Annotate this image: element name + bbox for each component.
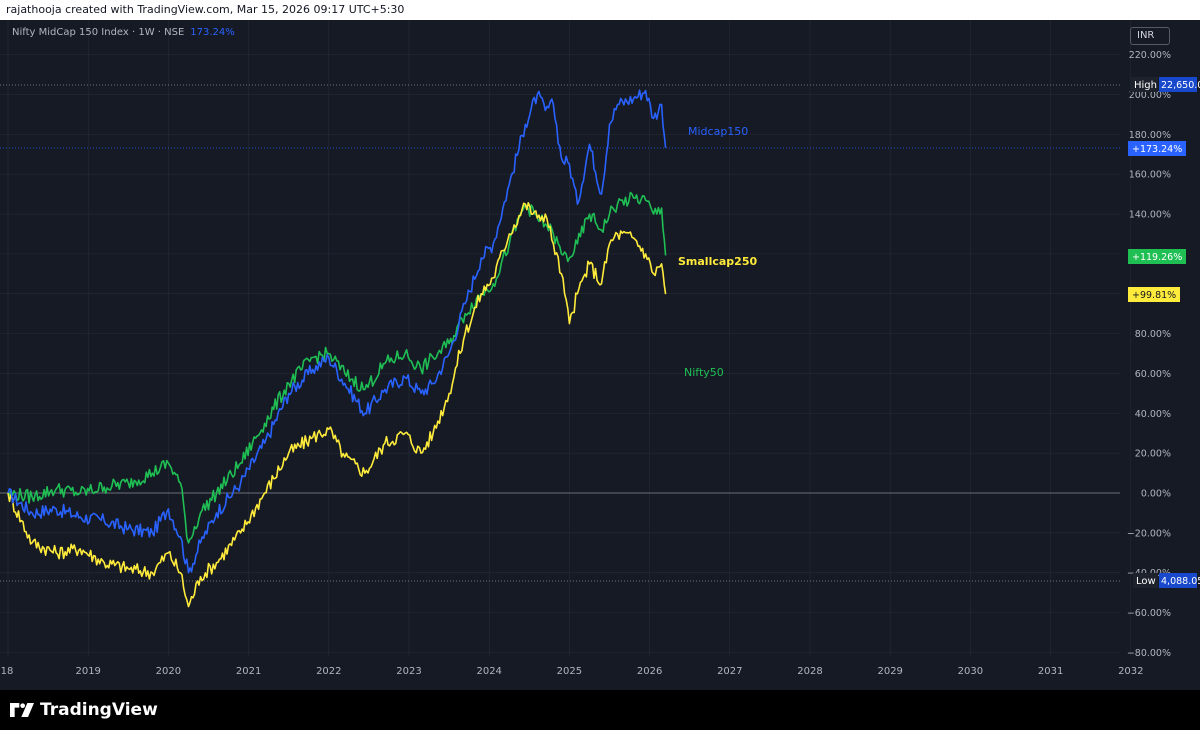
x-tick-label: 18 xyxy=(1,666,14,677)
x-axis[interactable]: 18 2019 2020 2021 2022 2023 2024 2025 2026 2027 20… xyxy=(1,666,1144,677)
x-tick-label: 2026 xyxy=(637,666,662,677)
nifty-end-tag-bg xyxy=(1128,249,1186,264)
high-tag-value: 22,650.05 xyxy=(1161,80,1200,91)
symbol-legend[interactable]: Nifty MidCap 150 Index · 1W · NSE 173.24% xyxy=(12,27,235,38)
x-tick-label: 2028 xyxy=(797,666,822,677)
y-tick-label: −80.00% xyxy=(1127,648,1171,659)
reference-lines xyxy=(0,84,1120,582)
y-tick-label: 160.00% xyxy=(1129,170,1171,181)
midcap-end-tag: +173.24% xyxy=(1132,144,1182,155)
y-tick-label: 60.00% xyxy=(1135,369,1171,380)
label-nifty50: Nifty50 xyxy=(684,366,724,379)
x-tick-label: 2032 xyxy=(1118,666,1143,677)
smallcap-end-tag: +99.81% xyxy=(1132,290,1176,301)
legend-value: 173.24% xyxy=(190,27,235,38)
series-line-nifty50 xyxy=(7,191,667,544)
brand-name: TradingView xyxy=(40,700,158,720)
smallcap-end-tag-bg xyxy=(1128,287,1180,302)
series-line-midcap150 xyxy=(7,89,667,574)
x-tick-label: 2031 xyxy=(1038,666,1063,677)
y-tick-label: 20.00% xyxy=(1135,449,1171,460)
y-tick-label: 40.00% xyxy=(1135,409,1171,420)
currency-button[interactable]: INR xyxy=(1130,27,1170,45)
x-tick-label: 2019 xyxy=(75,666,100,677)
series-line-smallcap250 xyxy=(7,202,667,608)
attribution-text: rajathooja created with TradingView.com,… xyxy=(6,3,405,16)
tradingview-logo[interactable]: TradingView xyxy=(10,698,158,722)
y-tick-label: −20.00% xyxy=(1127,528,1171,539)
y-tick-label: −60.00% xyxy=(1127,608,1171,619)
label-midcap150: Midcap150 xyxy=(688,125,748,138)
x-tick-label: 2020 xyxy=(156,666,181,677)
low-tag-value-bg xyxy=(1159,573,1197,588)
x-tick-label: 2030 xyxy=(958,666,983,677)
x-tick-label: 2022 xyxy=(316,666,341,677)
y-tick-label: 140.00% xyxy=(1129,210,1171,221)
y-tick-label: 200.00% xyxy=(1129,90,1171,101)
y-tick-label: 0.00% xyxy=(1141,489,1171,500)
low-tag-value: 4,088.05 xyxy=(1161,576,1200,587)
footer: TradingView xyxy=(0,690,1200,730)
x-tick-label: 2024 xyxy=(476,666,501,677)
x-tick-label: 2021 xyxy=(236,666,261,677)
label-smallcap250: Smallcap250 xyxy=(678,255,757,268)
low-tag-label: Low xyxy=(1136,576,1156,587)
x-tick-label: 2029 xyxy=(877,666,902,677)
low-tag-label-bg xyxy=(1133,573,1158,588)
series-group xyxy=(7,89,667,608)
y-tick-label: 180.00% xyxy=(1129,130,1171,141)
midcap-end-tag-bg xyxy=(1128,141,1186,156)
legend-symbol: Nifty MidCap 150 Index · 1W · NSE xyxy=(12,27,185,38)
chart-svg[interactable]: Midcap150 Smallcap250 Nifty50 220.00% 200… xyxy=(0,20,1200,690)
price-tags: High 22,650.05 Low 4,088.05 +173.24% +11… xyxy=(1128,77,1200,588)
nifty-end-tag: +119.26% xyxy=(1132,252,1182,263)
tradingview-logo-icon xyxy=(10,703,34,717)
chart-area[interactable]: Midcap150 Smallcap250 Nifty50 220.00% 200… xyxy=(0,20,1200,690)
x-tick-label: 2027 xyxy=(717,666,742,677)
y-tick-label: 220.00% xyxy=(1129,50,1171,61)
high-tag-label-bg xyxy=(1130,77,1158,92)
y-tick-label: 80.00% xyxy=(1135,329,1171,340)
high-tag-value-bg xyxy=(1159,77,1197,92)
high-tag-label: High xyxy=(1134,80,1157,91)
series-labels: Midcap150 Smallcap250 Nifty50 xyxy=(678,125,757,379)
x-tick-label: 2025 xyxy=(557,666,582,677)
x-tick-label: 2023 xyxy=(396,666,421,677)
grid xyxy=(0,20,1132,656)
attribution-bar: rajathooja created with TradingView.com,… xyxy=(0,0,1200,20)
